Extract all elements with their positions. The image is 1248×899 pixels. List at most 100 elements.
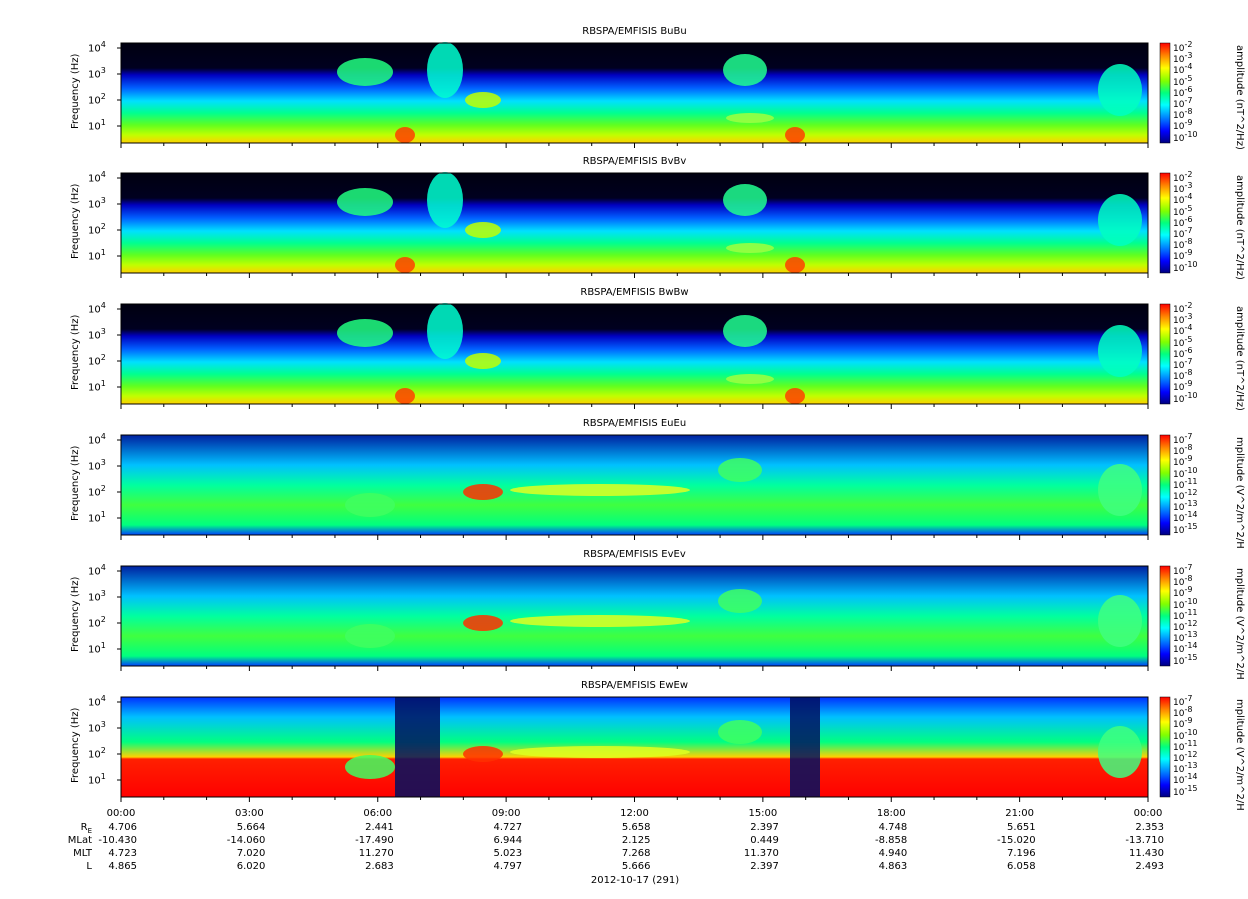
cbar-tick-label: 10-8 bbox=[1173, 705, 1193, 720]
ephemeris-label-3: L bbox=[86, 861, 92, 872]
cbar-tick-label: 10-6 bbox=[1173, 345, 1193, 360]
y-tick-label: 104 bbox=[88, 40, 106, 55]
emission-0-4 bbox=[726, 113, 774, 123]
y-tick-label: 103 bbox=[88, 589, 106, 604]
ephemeris-value: 4.748 bbox=[878, 822, 908, 833]
colorbar-label-1: amplitude (nT^2/Hz) bbox=[1234, 175, 1245, 280]
emission-1-6 bbox=[785, 257, 805, 273]
ephemeris-value: -17.490 bbox=[355, 835, 394, 846]
ephemeris-value: -14.060 bbox=[226, 835, 266, 846]
cbar-tick-label: 10-14 bbox=[1173, 510, 1198, 525]
emission-5-2 bbox=[718, 720, 762, 744]
ephemeris-value: 2.683 bbox=[365, 861, 394, 872]
ephemeris-value: 11.370 bbox=[743, 848, 779, 859]
cbar-tick-label: 10-3 bbox=[1173, 181, 1193, 196]
colorbar-label-4: mplitude (V^2/m^2/H bbox=[1234, 568, 1245, 680]
cbar-tick-label: 10-10 bbox=[1173, 727, 1198, 742]
ephemeris-value: 4.797 bbox=[493, 861, 523, 872]
cbar-tick-label: 10-8 bbox=[1173, 443, 1193, 458]
ephemeris-value: -13.710 bbox=[1125, 835, 1164, 846]
ephemeris-label-2: MLT bbox=[73, 848, 92, 859]
cbar-tick-label: 10-4 bbox=[1173, 323, 1193, 338]
cbar-tick-label: 10-2 bbox=[1173, 40, 1193, 54]
cbar-tick-label: 10-5 bbox=[1173, 334, 1193, 349]
ephemeris-label-0: RE bbox=[80, 822, 92, 835]
panel-title-0: RBSPA/EMFISIS BuBu bbox=[582, 26, 687, 37]
cbar-tick-label: 10-15 bbox=[1173, 783, 1198, 798]
y-tick-label: 102 bbox=[88, 484, 106, 499]
panel-title-1: RBSPA/EMFISIS BvBv bbox=[582, 156, 687, 167]
y-tick-label: 103 bbox=[88, 66, 106, 81]
ephemeris-value: -15.020 bbox=[997, 835, 1036, 846]
emission-0-7 bbox=[1098, 64, 1142, 116]
emission-3-2 bbox=[718, 458, 762, 482]
ephemeris-label-1: MLat bbox=[67, 835, 92, 846]
ephemeris-value: 2.441 bbox=[365, 822, 394, 833]
emission-4-1 bbox=[463, 615, 503, 631]
cbar-tick-label: 10-9 bbox=[1173, 118, 1193, 133]
emission-2-1 bbox=[427, 303, 463, 359]
cbar-tick-label: 10-3 bbox=[1173, 312, 1193, 327]
x-tick-label: 00:00 bbox=[1133, 808, 1163, 819]
panel-title-4: RBSPA/EMFISIS EvEv bbox=[583, 549, 686, 560]
emission-3-4 bbox=[510, 484, 690, 496]
cbar-tick-label: 10-8 bbox=[1173, 107, 1193, 122]
cbar-tick-label: 10-6 bbox=[1173, 214, 1193, 229]
y-tick-label: 101 bbox=[88, 510, 106, 525]
emission-5-0 bbox=[345, 755, 395, 779]
cbar-tick-label: 10-9 bbox=[1173, 454, 1193, 469]
colorbar-1 bbox=[1159, 172, 1171, 274]
cbar-tick-label: 10-4 bbox=[1173, 192, 1193, 207]
cbar-tick-label: 10-7 bbox=[1173, 96, 1193, 110]
colorbar-2 bbox=[1159, 303, 1171, 405]
colorbar-label-2: amplitude (nT^2/Hz) bbox=[1234, 306, 1245, 411]
cbar-tick-label: 10-8 bbox=[1173, 237, 1193, 252]
y-axis-label-3: Frequency (Hz) bbox=[70, 445, 81, 521]
cbar-tick-label: 10-2 bbox=[1173, 301, 1193, 315]
ephemeris-value: 7.196 bbox=[1006, 848, 1036, 859]
ephemeris-value: 4.723 bbox=[108, 848, 137, 859]
ephemeris-value: 11.430 bbox=[1129, 848, 1164, 859]
cbar-tick-label: 10-10 bbox=[1173, 390, 1198, 405]
x-tick-label: 00:00 bbox=[106, 808, 136, 819]
spectrogram-1 bbox=[121, 173, 1148, 273]
ephemeris-value: 7.020 bbox=[236, 848, 266, 859]
data-gap-1 bbox=[790, 697, 820, 797]
cbar-tick-label: 10-8 bbox=[1173, 368, 1193, 383]
cbar-tick-label: 10-11 bbox=[1173, 607, 1198, 622]
cbar-tick-label: 10-7 bbox=[1173, 226, 1193, 240]
ephemeris-value: 6.020 bbox=[236, 861, 266, 872]
y-tick-label: 104 bbox=[88, 694, 106, 709]
x-tick-label: 15:00 bbox=[748, 808, 778, 819]
ephemeris-value: 5.651 bbox=[1006, 822, 1036, 833]
ephemeris-value: 6.058 bbox=[1006, 861, 1036, 872]
cbar-tick-label: 10-10 bbox=[1173, 596, 1198, 611]
cbar-tick-label: 10-7 bbox=[1173, 563, 1193, 577]
ephemeris-value: 5.666 bbox=[621, 861, 651, 872]
y-axis-label-5: Frequency (Hz) bbox=[70, 707, 81, 783]
ephemeris-value: 11.270 bbox=[358, 848, 394, 859]
cbar-tick-label: 10-14 bbox=[1173, 772, 1198, 787]
x-tick-label: 06:00 bbox=[363, 808, 393, 819]
ephemeris-value: 5.658 bbox=[621, 822, 651, 833]
y-tick-label: 101 bbox=[88, 248, 106, 263]
cbar-tick-label: 10-15 bbox=[1173, 652, 1198, 667]
ephemeris-value: 5.023 bbox=[493, 848, 523, 859]
ephemeris-value: 4.706 bbox=[108, 822, 137, 833]
emission-2-6 bbox=[785, 388, 805, 404]
emission-0-0 bbox=[337, 58, 393, 86]
emission-3-1 bbox=[463, 484, 503, 500]
cbar-tick-label: 10-9 bbox=[1173, 379, 1193, 394]
panel-title-2: RBSPA/EMFISIS BwBw bbox=[580, 287, 689, 298]
cbar-tick-label: 10-12 bbox=[1173, 488, 1198, 502]
emission-1-0 bbox=[337, 188, 393, 216]
emission-2-3 bbox=[723, 315, 767, 347]
x-tick-label: 12:00 bbox=[620, 808, 649, 819]
emission-5-4 bbox=[510, 746, 690, 758]
ephemeris-value: 5.664 bbox=[236, 822, 266, 833]
emission-4-4 bbox=[510, 615, 690, 627]
emission-5-1 bbox=[463, 746, 503, 762]
colorbar-3 bbox=[1159, 434, 1171, 536]
colorbar-label-3: mplitude (V^2/m^2/H bbox=[1234, 437, 1245, 549]
x-tick-label: 03:00 bbox=[234, 808, 264, 819]
